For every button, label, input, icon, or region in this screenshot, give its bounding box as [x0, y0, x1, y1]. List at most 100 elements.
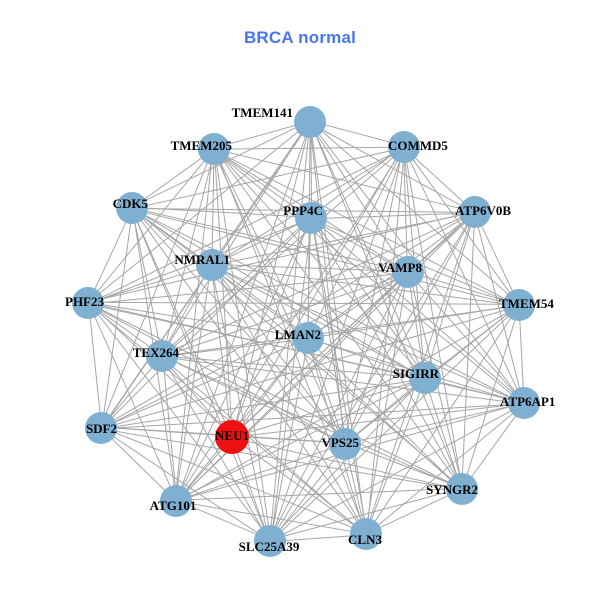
edge-COMMD5-VAMP8	[403, 161, 408, 258]
node-tmem141[interactable]	[294, 106, 326, 138]
node-cdk5[interactable]	[116, 192, 148, 224]
edge-ATP6AP1-SLC25A39	[283, 410, 512, 535]
node-label-syngr2: SYNGR2	[426, 482, 478, 497]
node-label-phf23: PHF23	[65, 294, 104, 309]
edge-TMEM205-PPP4C	[225, 157, 299, 211]
node-ppp4c[interactable]	[295, 202, 327, 234]
node-label-sdf2: SDF2	[86, 421, 117, 436]
edge-ATP6V0B-VPS25	[352, 224, 469, 432]
edge-PHF23-VAMP8	[102, 273, 394, 304]
node-atg101[interactable]	[160, 485, 192, 517]
edge-ATG101-SDF2	[111, 438, 166, 491]
node-neu1[interactable]	[215, 420, 249, 454]
node-label-sigirr: SIGIRR	[393, 366, 440, 381]
edge-TMEM54-TMEM205	[226, 156, 506, 300]
edge-CLN3-TEX264	[172, 366, 355, 526]
edge-TMEM141-NEU1	[235, 136, 308, 422]
edge-VAMP8-NMRAL1	[226, 264, 394, 272]
edge-SLC25A39-TMEM205	[216, 163, 269, 527]
edge-ATP6V0B-TMEM205	[228, 152, 461, 209]
edge-SLC25A39-PHF23	[97, 313, 263, 529]
node-cln3[interactable]	[350, 518, 382, 550]
edge-PPP4C-LMAN2	[307, 232, 311, 324]
edge-NMRAL1-VPS25	[220, 276, 337, 432]
edge-CLN3-ATG101	[190, 503, 352, 532]
edge-ATP6AP1-SYNGR2	[470, 415, 517, 478]
edge-SDF2-CDK5	[103, 222, 132, 414]
edge-TMEM54-CDK5	[146, 212, 505, 303]
edge-TMEM141-COMMD5	[324, 124, 390, 143]
edge-PPP4C-NEU1	[236, 231, 306, 422]
node-tex264[interactable]	[146, 340, 178, 372]
node-tmem54[interactable]	[503, 289, 535, 321]
edge-LMAN2-SIGIRR	[322, 342, 411, 374]
edge-SDF2-LMAN2	[114, 343, 295, 423]
edge-VAMP8-TEX264	[176, 277, 395, 353]
edge-PPP4C-NMRAL1	[225, 224, 298, 260]
edge-CDK5-VPS25	[142, 218, 337, 433]
node-slc25a39[interactable]	[254, 525, 286, 557]
edge-SLC25A39-ATG101	[189, 505, 257, 535]
node-vamp8[interactable]	[392, 256, 424, 288]
node-lman2[interactable]	[292, 322, 324, 354]
node-tmem205[interactable]	[198, 133, 230, 165]
edge-TMEM54-ATG101	[189, 312, 507, 495]
edge-SDF2-NEU1	[115, 427, 217, 436]
edge-CLN3-VPS25	[347, 458, 363, 520]
edge-TMEM205-SIGIRR	[223, 159, 416, 368]
node-atp6ap1[interactable]	[508, 387, 540, 419]
edge-ATP6AP1-CLN3	[377, 412, 514, 526]
edge-SYNGR2-NMRAL1	[222, 275, 451, 480]
edge-COMMD5-SLC25A39	[274, 161, 400, 528]
edge-COMMD5-TMEM205	[228, 146, 390, 150]
edge-SYNGR2-TMEM205	[222, 160, 455, 477]
edge-ATP6V0B-SLC25A39	[277, 224, 468, 529]
edge-PPP4C-VAMP8	[323, 225, 395, 267]
node-label-commd5: COMMD5	[388, 138, 448, 153]
edge-PHF23-SIGIRR	[102, 306, 411, 377]
node-label-nmral1: NMRAL1	[174, 252, 230, 267]
node-commd5[interactable]	[388, 131, 420, 163]
node-label-neu1: NEU1	[215, 428, 249, 443]
edge-ATP6V0B-PPP4C	[326, 212, 461, 219]
edge-SLC25A39-NEU1	[236, 452, 265, 528]
edge-LMAN2-TEX264	[176, 340, 294, 356]
node-sdf2[interactable]	[85, 412, 117, 444]
node-syngr2[interactable]	[446, 473, 478, 505]
edge-PHF23-TMEM205	[97, 160, 205, 292]
edge-TMEM141-ATP6V0B	[322, 129, 462, 207]
node-atp6v0b[interactable]	[459, 196, 491, 228]
node-vps25[interactable]	[329, 428, 361, 460]
edge-PPP4C-TEX264	[172, 227, 300, 346]
edge-TMEM141-VPS25	[310, 136, 344, 430]
edge-ATG101-VPS25	[190, 448, 331, 497]
node-label-tmem141: TMEM141	[232, 105, 293, 120]
edge-CDK5-VAMP8	[146, 210, 394, 269]
node-phf23[interactable]	[72, 287, 104, 319]
edge-CDK5-TMEM205	[143, 157, 203, 200]
edge-VAMP8-VPS25	[350, 286, 404, 431]
edge-TMEM205-NEU1	[214, 163, 232, 422]
edge-ATP6V0B-SDF2	[113, 218, 463, 421]
edge-ATP6V0B-TMEM54	[481, 225, 514, 292]
edge-ATG101-NMRAL1	[176, 279, 210, 487]
edge-ATP6V0B-LMAN2	[320, 221, 464, 331]
edge-COMMD5-PPP4C	[321, 154, 392, 209]
edge-ATP6V0B-SYNGR2	[461, 226, 475, 475]
edges-layer	[89, 124, 524, 542]
edge-TEX264-SIGIRR	[176, 356, 411, 378]
edge-SYNGR2-CLN3	[379, 495, 449, 529]
edge-PPP4C-VPS25	[313, 232, 345, 430]
node-sigirr[interactable]	[409, 362, 441, 394]
edge-SLC25A39-VPS25	[279, 456, 337, 531]
edge-PHF23-LMAN2	[102, 304, 294, 336]
edge-ATP6AP1-VAMP8	[417, 282, 515, 393]
edge-TMEM205-NMRAL1	[211, 163, 215, 251]
edge-ATG101-SIGIRR	[188, 383, 412, 495]
edge-SDF2-PHF23	[89, 317, 101, 414]
node-nmral1[interactable]	[196, 249, 228, 281]
edge-CDK5-NMRAL1	[143, 216, 200, 258]
edge-ATG101-LMAN2	[185, 349, 300, 491]
